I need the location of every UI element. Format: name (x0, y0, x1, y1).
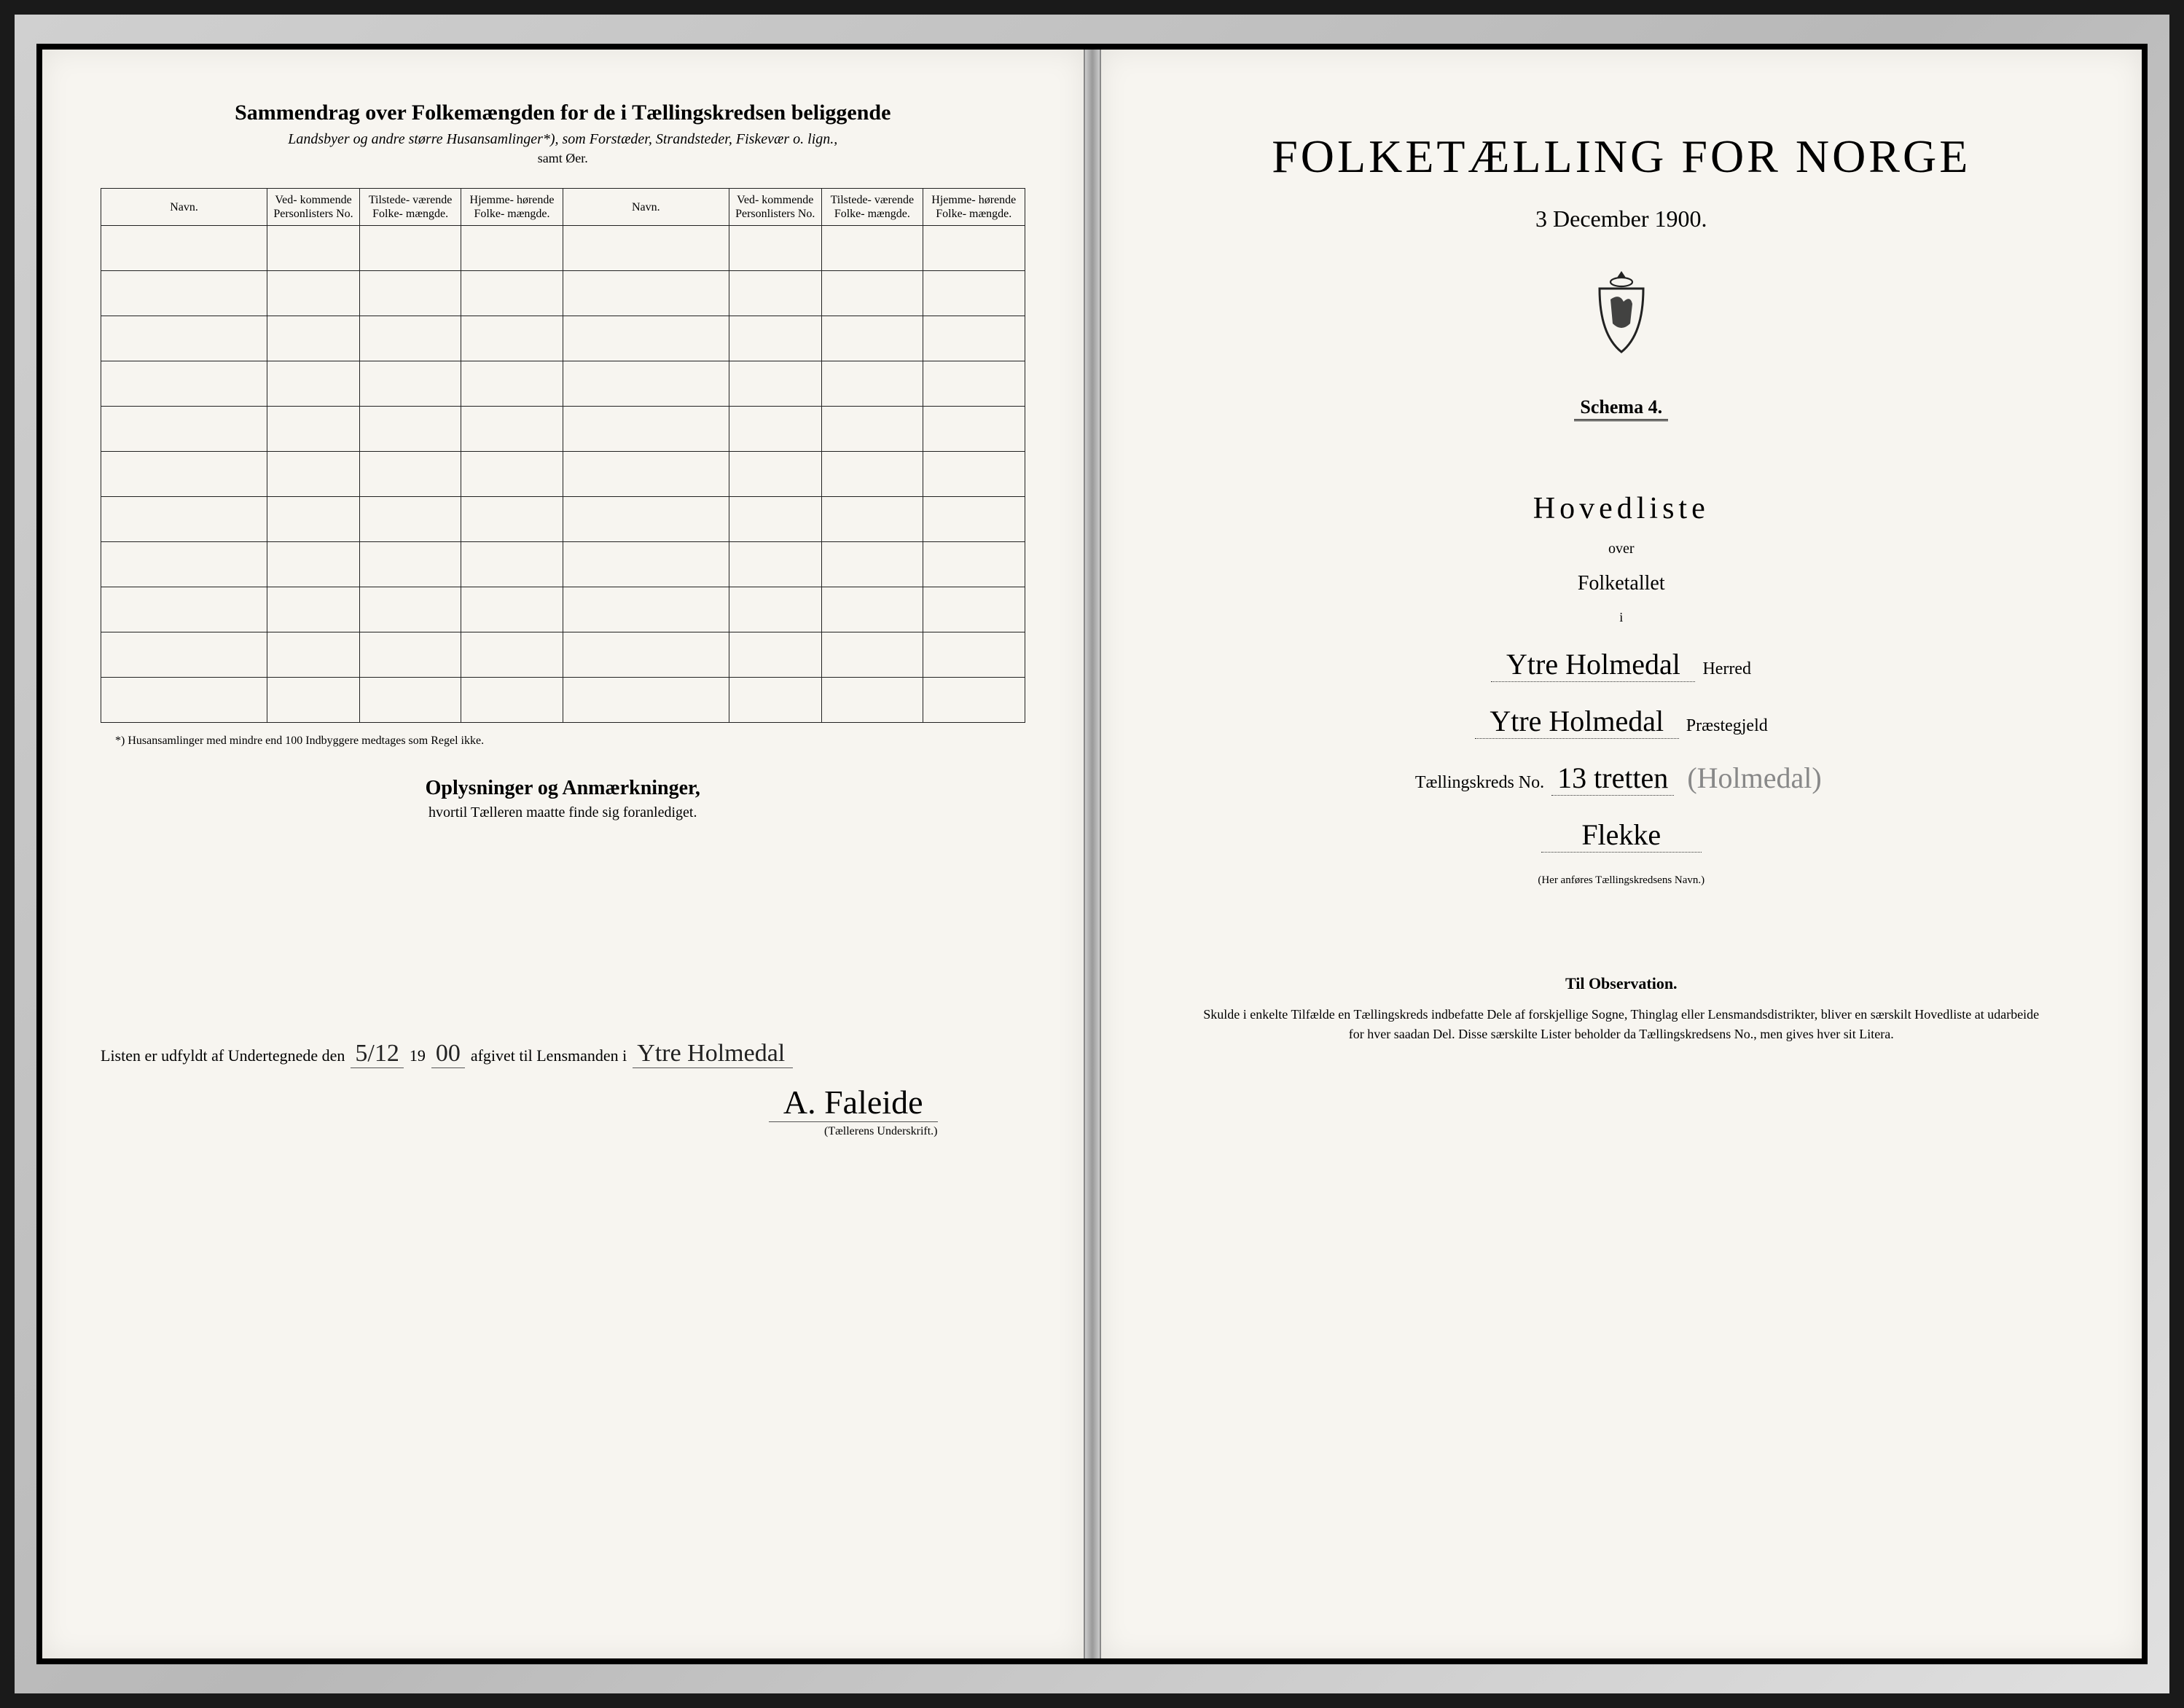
sig-mid: afgivet til Lensmanden i (471, 1046, 627, 1065)
book-spine (1085, 50, 1100, 1658)
col-navn-2: Navn. (563, 189, 729, 226)
observation-body: Skulde i enkelte Tilfælde en Tællingskre… (1159, 1005, 2084, 1044)
over-label: over (1159, 541, 2084, 557)
sig-place-handwritten: Ytre Holmedal (633, 1040, 793, 1068)
scan-frame: Sammendrag over Folkemængden for de i Tæ… (15, 15, 2169, 1693)
col-hjemme-2: Hjemme- hørende Folke- mængde. (923, 189, 1025, 226)
remarks-subtitle: hvortil Tælleren maatte finde sig foranl… (101, 804, 1025, 821)
summary-subtitle2: samt Øer. (101, 151, 1025, 166)
summary-subtitle: Landsbyer og andre større Husansamlinger… (101, 131, 1025, 148)
remarks-title: Oplysninger og Anmærkninger, (101, 777, 1025, 800)
signature-block: A. Faleide (Tællerens Underskrift.) (101, 1083, 1025, 1138)
hovedliste-heading: Hovedliste (1159, 491, 2084, 526)
kreds-line: Tællingskreds No. 13 tretten (Holmedal) (1159, 761, 2084, 796)
coat-of-arms-icon (1159, 269, 2084, 360)
table-row (101, 271, 1025, 316)
signature-name: A. Faleide (769, 1083, 938, 1122)
col-tilst-2: Tilstede- værende Folke- mængde. (821, 189, 923, 226)
table-row (101, 678, 1025, 723)
kreds-instruction: (Her anføres Tællingskredsens Navn.) (1159, 874, 2084, 887)
schema-text: Schema 4. (1574, 396, 1668, 421)
census-date: 3 December 1900. (1159, 205, 2084, 232)
table-row (101, 587, 1025, 632)
summary-title: Sammendrag over Folkemængden for de i Tæ… (101, 101, 1025, 125)
herred-handwritten: Ytre Holmedal (1491, 647, 1695, 682)
sig-year-printed: 19 (410, 1046, 426, 1065)
table-row (101, 407, 1025, 452)
col-vedk-2: Ved- kommende Personlisters No. (729, 189, 821, 226)
kreds-name-line: Flekke (1159, 818, 2084, 853)
sig-year-handwritten: 00 (431, 1040, 465, 1068)
right-page: FOLKETÆLLING FOR NORGE 3 December 1900. … (1100, 50, 2142, 1658)
kreds-name-handwritten: Flekke (1541, 818, 1702, 853)
prestegjeld-label: Præstegjeld (1686, 716, 1768, 736)
left-page: Sammendrag over Folkemængden for de i Tæ… (42, 50, 1085, 1658)
signature-line: Listen er udfyldt af Undertegnede den 5/… (101, 1040, 1025, 1068)
prestegjeld-line: Ytre Holmedal Præstegjeld (1159, 704, 2084, 739)
i-label: i (1159, 610, 2084, 625)
summary-table-body (101, 226, 1025, 723)
col-vedk-1: Ved- kommende Personlisters No. (267, 189, 360, 226)
sig-prefix: Listen er udfyldt af Undertegnede den (101, 1046, 345, 1065)
table-row (101, 452, 1025, 497)
table-row (101, 361, 1025, 407)
col-hjemme-1: Hjemme- hørende Folke- mængde. (461, 189, 563, 226)
table-row (101, 632, 1025, 678)
table-row (101, 316, 1025, 361)
table-row (101, 497, 1025, 542)
table-row (101, 542, 1025, 587)
summary-table: Navn. Ved- kommende Personlisters No. Ti… (101, 188, 1025, 723)
table-footnote: *) Husansamlinger med mindre end 100 Ind… (115, 734, 1025, 748)
col-tilst-1: Tilstede- værende Folke- mængde. (359, 189, 461, 226)
observation-title: Til Observation. (1159, 974, 2084, 993)
book-spread: Sammendrag over Folkemængden for de i Tæ… (36, 44, 2148, 1664)
signature-label: (Tællerens Underskrift.) (101, 1125, 938, 1138)
folketallet-label: Folketallet (1159, 572, 2084, 595)
herred-label: Herred (1702, 659, 1751, 679)
schema-label: Schema 4. (1159, 396, 2084, 418)
kreds-pencil-note: (Holmedal) (1681, 761, 1827, 795)
col-navn-1: Navn. (101, 189, 267, 226)
sig-date-handwritten: 5/12 (351, 1040, 403, 1068)
prestegjeld-handwritten: Ytre Holmedal (1475, 704, 1679, 739)
kreds-no-handwritten: 13 tretten (1551, 761, 1674, 796)
census-title: FOLKETÆLLING FOR NORGE (1159, 130, 2084, 184)
herred-line: Ytre Holmedal Herred (1159, 647, 2084, 682)
table-row (101, 226, 1025, 271)
kreds-label: Tællingskreds No. (1415, 773, 1544, 793)
